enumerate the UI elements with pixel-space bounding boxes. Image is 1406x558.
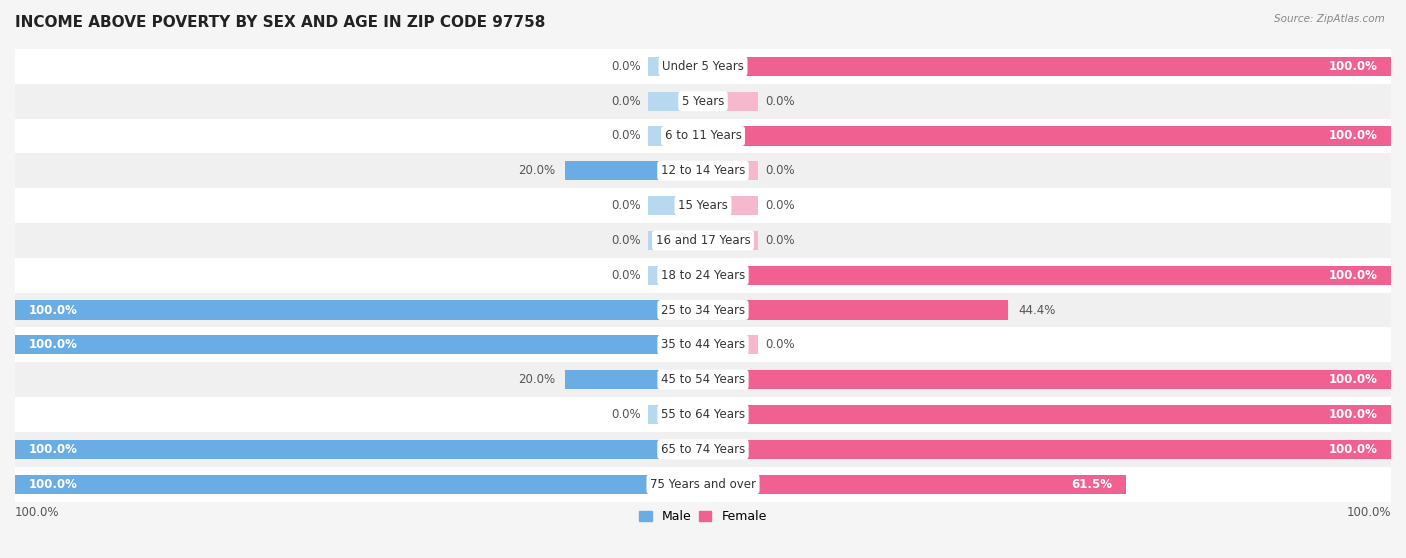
Text: 100.0%: 100.0%: [1329, 443, 1378, 456]
Bar: [15, 292, 1391, 328]
Bar: [703, 300, 1008, 320]
Bar: [703, 300, 758, 320]
Text: Under 5 Years: Under 5 Years: [662, 60, 744, 73]
Bar: [15, 188, 1391, 223]
Text: 0.0%: 0.0%: [612, 95, 641, 108]
Bar: [648, 300, 703, 320]
Bar: [703, 126, 1391, 146]
Bar: [648, 335, 703, 354]
Text: 6 to 11 Years: 6 to 11 Years: [665, 129, 741, 142]
Text: 12 to 14 Years: 12 to 14 Years: [661, 164, 745, 177]
Text: 0.0%: 0.0%: [765, 95, 794, 108]
Bar: [703, 405, 1391, 424]
Bar: [648, 405, 703, 424]
Bar: [648, 370, 703, 389]
Text: 100.0%: 100.0%: [1329, 373, 1378, 386]
Text: 44.4%: 44.4%: [1019, 304, 1056, 316]
Bar: [703, 405, 758, 424]
Text: 16 and 17 Years: 16 and 17 Years: [655, 234, 751, 247]
Text: 0.0%: 0.0%: [612, 269, 641, 282]
Text: 0.0%: 0.0%: [765, 199, 794, 212]
Text: 15 Years: 15 Years: [678, 199, 728, 212]
Legend: Male, Female: Male, Female: [634, 505, 772, 528]
Text: INCOME ABOVE POVERTY BY SEX AND AGE IN ZIP CODE 97758: INCOME ABOVE POVERTY BY SEX AND AGE IN Z…: [15, 15, 546, 30]
Bar: [15, 84, 1391, 118]
Bar: [703, 474, 758, 494]
Bar: [703, 370, 758, 389]
Text: 0.0%: 0.0%: [765, 338, 794, 352]
Bar: [15, 432, 1391, 466]
Bar: [648, 440, 703, 459]
Bar: [703, 231, 758, 250]
Bar: [648, 231, 703, 250]
Bar: [648, 196, 703, 215]
Bar: [703, 196, 758, 215]
Text: 0.0%: 0.0%: [612, 60, 641, 73]
Bar: [15, 335, 703, 354]
Bar: [703, 440, 758, 459]
Bar: [703, 474, 1126, 494]
Bar: [703, 335, 758, 354]
Bar: [703, 57, 758, 76]
Text: 100.0%: 100.0%: [1347, 506, 1391, 519]
Text: 0.0%: 0.0%: [612, 199, 641, 212]
Text: 55 to 64 Years: 55 to 64 Years: [661, 408, 745, 421]
Bar: [15, 49, 1391, 84]
Text: 35 to 44 Years: 35 to 44 Years: [661, 338, 745, 352]
Text: 100.0%: 100.0%: [1329, 129, 1378, 142]
Text: 100.0%: 100.0%: [28, 338, 77, 352]
Bar: [15, 362, 1391, 397]
Bar: [648, 474, 703, 494]
Bar: [648, 92, 703, 110]
Text: 61.5%: 61.5%: [1071, 478, 1112, 490]
Bar: [703, 126, 758, 146]
Bar: [15, 258, 1391, 292]
Text: 100.0%: 100.0%: [1329, 269, 1378, 282]
Bar: [648, 266, 703, 285]
Bar: [703, 161, 758, 180]
Bar: [648, 126, 703, 146]
Text: 20.0%: 20.0%: [517, 164, 555, 177]
Bar: [703, 370, 1391, 389]
Text: 20.0%: 20.0%: [517, 373, 555, 386]
Text: 0.0%: 0.0%: [612, 408, 641, 421]
Bar: [15, 466, 1391, 502]
Bar: [648, 161, 703, 180]
Text: 0.0%: 0.0%: [765, 164, 794, 177]
Text: 65 to 74 Years: 65 to 74 Years: [661, 443, 745, 456]
Text: 0.0%: 0.0%: [765, 234, 794, 247]
Text: 0.0%: 0.0%: [612, 129, 641, 142]
Text: 75 Years and over: 75 Years and over: [650, 478, 756, 490]
Text: 100.0%: 100.0%: [28, 478, 77, 490]
Bar: [703, 57, 1391, 76]
Bar: [565, 370, 703, 389]
Text: 100.0%: 100.0%: [28, 443, 77, 456]
Text: 45 to 54 Years: 45 to 54 Years: [661, 373, 745, 386]
Bar: [565, 161, 703, 180]
Text: 0.0%: 0.0%: [612, 234, 641, 247]
Bar: [15, 300, 703, 320]
Text: 18 to 24 Years: 18 to 24 Years: [661, 269, 745, 282]
Bar: [15, 328, 1391, 362]
Bar: [703, 266, 758, 285]
Bar: [15, 440, 703, 459]
Bar: [15, 474, 703, 494]
Bar: [703, 266, 1391, 285]
Bar: [703, 440, 1391, 459]
Bar: [15, 153, 1391, 188]
Bar: [15, 223, 1391, 258]
Text: Source: ZipAtlas.com: Source: ZipAtlas.com: [1274, 14, 1385, 24]
Text: 100.0%: 100.0%: [1329, 408, 1378, 421]
Text: 5 Years: 5 Years: [682, 95, 724, 108]
Text: 25 to 34 Years: 25 to 34 Years: [661, 304, 745, 316]
Text: 100.0%: 100.0%: [15, 506, 59, 519]
Text: 100.0%: 100.0%: [28, 304, 77, 316]
Bar: [648, 57, 703, 76]
Text: 100.0%: 100.0%: [1329, 60, 1378, 73]
Bar: [15, 118, 1391, 153]
Bar: [15, 397, 1391, 432]
Bar: [703, 92, 758, 110]
